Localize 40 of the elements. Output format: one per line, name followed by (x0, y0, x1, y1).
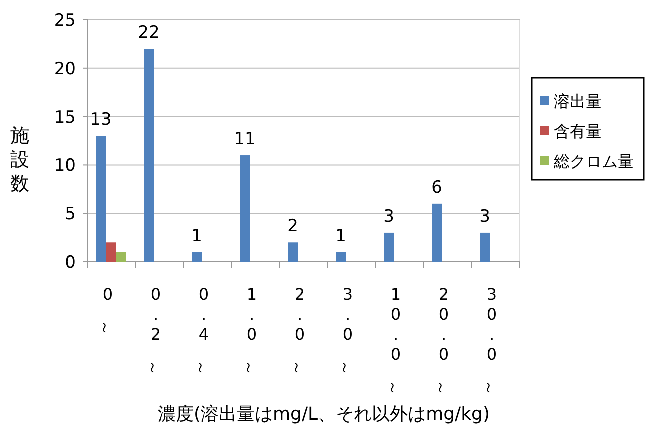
x-tick-label: 10.0～ (384, 285, 403, 396)
y-tick-label: 15 (54, 108, 76, 128)
data-label: 6 (432, 178, 442, 198)
x-tick-label: 0～ (96, 285, 115, 336)
legend-label: 含有量 (554, 122, 602, 141)
x-tick-label: 20.0～ (432, 285, 451, 396)
bar (116, 252, 126, 262)
y-tick-label: 25 (54, 11, 76, 31)
data-label: 1 (336, 226, 346, 246)
x-tick-label: 3.0～ (336, 285, 355, 376)
x-tick-label: 30.0～ (480, 285, 499, 396)
bar (240, 156, 250, 262)
bar (192, 252, 202, 262)
data-label: 3 (384, 206, 394, 227)
y-tick-label: 10 (54, 156, 76, 176)
x-tick-label: 0.4～ (192, 285, 211, 376)
bar (144, 49, 154, 262)
y-tick-label: 5 (65, 204, 76, 225)
data-label: 13 (90, 110, 112, 130)
data-label: 2 (288, 216, 298, 237)
bar (480, 232, 490, 262)
bar (432, 204, 442, 262)
y-tick-label: 0 (65, 253, 76, 273)
y-axis-title: 施設数 (10, 125, 30, 195)
bar (106, 242, 116, 262)
bar (288, 242, 298, 262)
x-axis-title: 濃度(溶出量はmg/L、それ以外はmg/kg) (158, 404, 490, 425)
y-tick-label: 20 (54, 59, 76, 80)
data-label: 11 (234, 130, 256, 150)
legend-label: 総クロム量 (553, 152, 634, 171)
x-tick-label: 0.2～ (144, 285, 163, 376)
legend-label: 溶出量 (554, 92, 602, 111)
data-label: 3 (480, 206, 490, 227)
x-tick-label: 1.0～ (240, 285, 259, 376)
bar (384, 232, 394, 262)
bar (336, 252, 346, 262)
x-tick-label: 2.0～ (288, 285, 307, 376)
data-label: 22 (138, 23, 160, 44)
data-label: 1 (192, 226, 202, 246)
bar (96, 136, 106, 262)
